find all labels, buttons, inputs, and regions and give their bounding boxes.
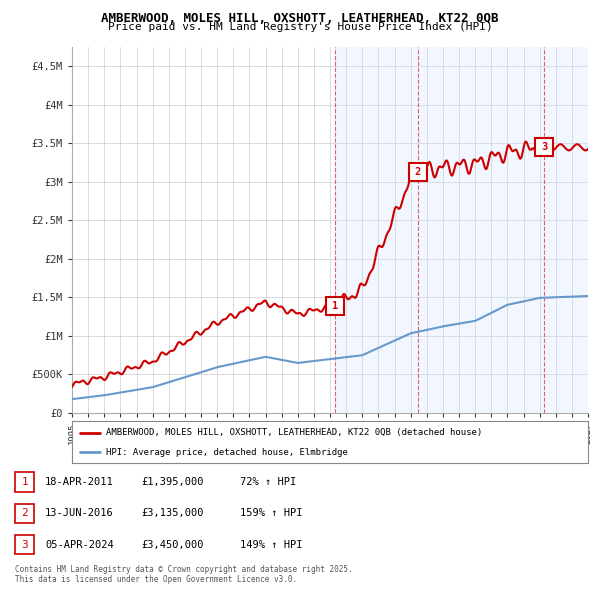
Text: 3: 3 <box>541 142 547 152</box>
Text: £3,135,000: £3,135,000 <box>141 509 203 518</box>
Bar <box>335 47 418 413</box>
Text: HPI: Average price, detached house, Elmbridge: HPI: Average price, detached house, Elmb… <box>106 448 347 457</box>
Bar <box>418 47 544 413</box>
Text: 3: 3 <box>21 540 28 549</box>
Text: Contains HM Land Registry data © Crown copyright and database right 2025.: Contains HM Land Registry data © Crown c… <box>15 565 353 575</box>
Bar <box>544 47 588 413</box>
Text: 159% ↑ HPI: 159% ↑ HPI <box>240 509 302 518</box>
Text: 18-APR-2011: 18-APR-2011 <box>45 477 114 487</box>
Text: 2: 2 <box>415 166 421 176</box>
Text: 149% ↑ HPI: 149% ↑ HPI <box>240 540 302 549</box>
Text: £1,395,000: £1,395,000 <box>141 477 203 487</box>
Text: £3,450,000: £3,450,000 <box>141 540 203 549</box>
Text: 1: 1 <box>332 300 338 310</box>
Text: 13-JUN-2016: 13-JUN-2016 <box>45 509 114 518</box>
Text: Price paid vs. HM Land Registry's House Price Index (HPI): Price paid vs. HM Land Registry's House … <box>107 22 493 32</box>
Text: 2: 2 <box>21 509 28 518</box>
Text: 1: 1 <box>21 477 28 487</box>
Text: AMBERWOOD, MOLES HILL, OXSHOTT, LEATHERHEAD, KT22 0QB (detached house): AMBERWOOD, MOLES HILL, OXSHOTT, LEATHERH… <box>106 428 482 437</box>
Text: 72% ↑ HPI: 72% ↑ HPI <box>240 477 296 487</box>
Text: 05-APR-2024: 05-APR-2024 <box>45 540 114 549</box>
Text: AMBERWOOD, MOLES HILL, OXSHOTT, LEATHERHEAD, KT22 0QB: AMBERWOOD, MOLES HILL, OXSHOTT, LEATHERH… <box>101 12 499 25</box>
Text: This data is licensed under the Open Government Licence v3.0.: This data is licensed under the Open Gov… <box>15 575 297 584</box>
